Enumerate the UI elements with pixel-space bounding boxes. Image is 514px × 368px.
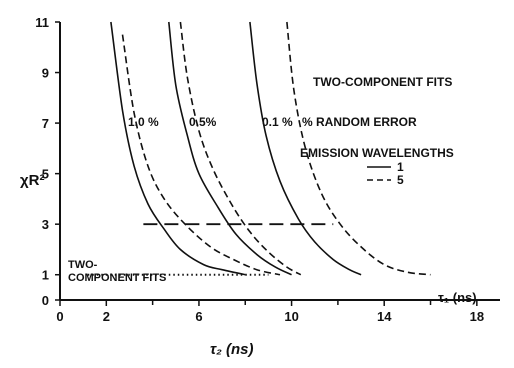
x-tick-label: 14 bbox=[377, 309, 392, 324]
series-line-4-dashed bbox=[179, 21, 302, 276]
legend-solid-label: 1 bbox=[397, 160, 404, 174]
y-tick-label: 1 bbox=[42, 268, 49, 283]
x-axis-label: τ₂ (ns) bbox=[210, 341, 254, 358]
y-tick-label: 3 bbox=[42, 217, 49, 232]
y-tick-label: 7 bbox=[42, 116, 49, 131]
lower-left-label-line1: TWO- bbox=[68, 259, 98, 271]
x-tick-label: 6 bbox=[195, 309, 202, 324]
series-line-5-solid bbox=[249, 21, 362, 276]
series-line-6-dashed bbox=[286, 21, 431, 276]
error-label-1: 1.0 % bbox=[128, 115, 159, 129]
y-tick-label: 11 bbox=[35, 15, 49, 30]
y-tick-label: 0 bbox=[42, 293, 49, 308]
y-tick-label: 9 bbox=[42, 66, 49, 81]
x-tick-label: 2 bbox=[103, 309, 110, 324]
title-annotation: TWO-COMPONENT FITS bbox=[313, 75, 452, 89]
random-error-header: % RANDOM ERROR bbox=[302, 115, 417, 129]
y-tick-label: 5 bbox=[42, 167, 49, 182]
x-tick-label: 10 bbox=[284, 309, 298, 324]
tau1-label: τ₁ (ns) bbox=[438, 290, 477, 305]
legend-dashed-label: 5 bbox=[397, 173, 404, 187]
y-axis-label: χR² bbox=[20, 172, 44, 189]
series-line-3-solid bbox=[168, 21, 292, 276]
ticks: 0 2 6 10 14 18 0 1 3 5 7 9 11 bbox=[35, 15, 484, 324]
axes bbox=[59, 22, 500, 301]
emission-header: EMISSION WAVELENGTHS bbox=[300, 146, 454, 160]
x-tick-label: 18 bbox=[470, 309, 484, 324]
series-line-2-dashed bbox=[121, 34, 281, 276]
error-label-3: 0.1 % bbox=[262, 115, 293, 129]
error-label-2: 0.5% bbox=[189, 115, 217, 129]
lower-left-label-line2: COMPONENT FITS bbox=[68, 272, 166, 284]
series-line-1-solid bbox=[110, 21, 246, 276]
plot-lines bbox=[87, 21, 431, 276]
x-tick-label: 0 bbox=[56, 309, 63, 324]
